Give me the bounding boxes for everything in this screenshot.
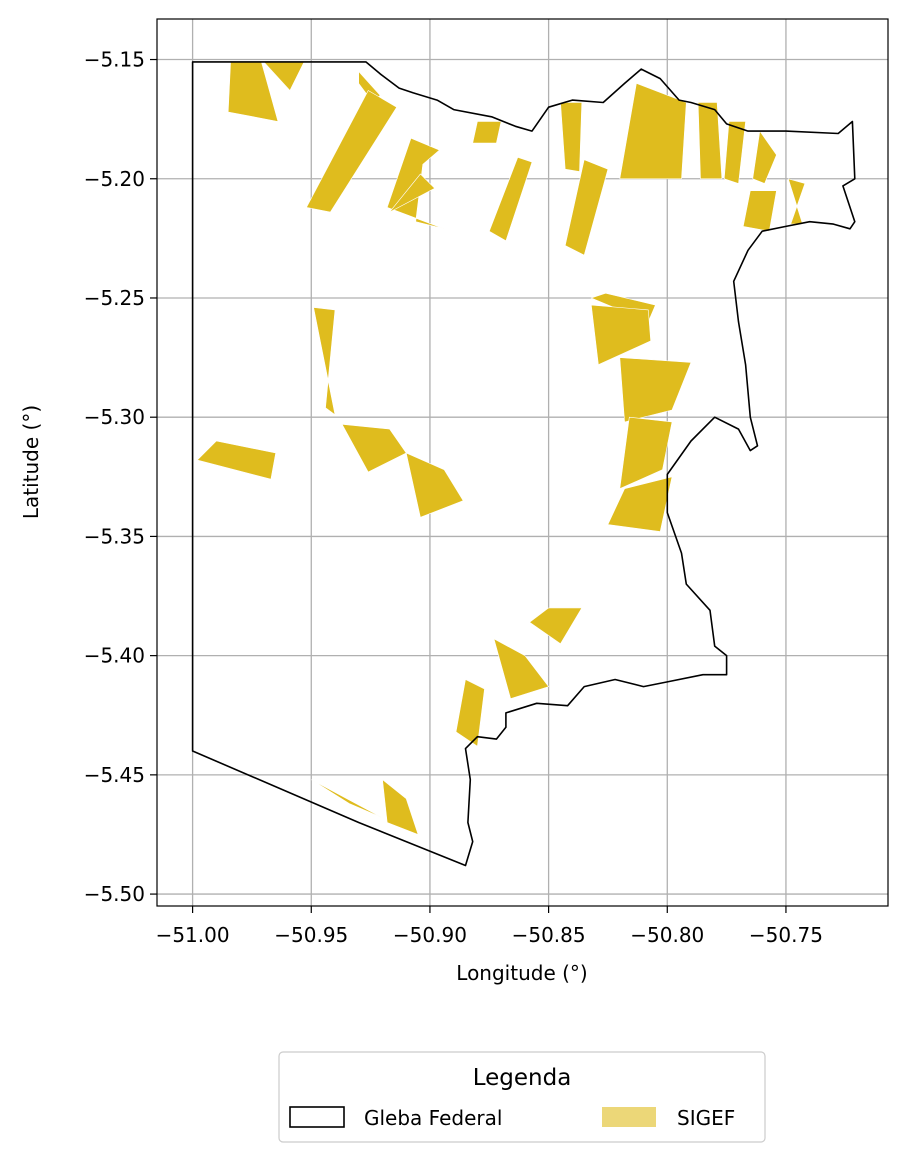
sigef-parcel <box>311 779 383 819</box>
y-tick-label: −5.30 <box>84 405 145 429</box>
sigef-parcel <box>196 440 277 480</box>
sigef-parcel <box>697 102 723 180</box>
legend: Legenda Gleba Federal SIGEF <box>278 1051 766 1143</box>
legend-label-gleba-federal: Gleba Federal <box>364 1106 502 1130</box>
x-axis-label: Longitude (°) <box>456 961 587 985</box>
sigef-parcel <box>619 357 692 423</box>
sigef-parcel <box>472 121 502 144</box>
sigef-parcel <box>607 476 673 532</box>
x-tick-label: −50.85 <box>512 923 586 947</box>
x-tick-label: −50.80 <box>630 923 704 947</box>
y-axis-ticks: −5.15 −5.20 −5.25 −5.30 −5.35 −5.40 −5.45 −5.50 <box>84 48 157 906</box>
grid-lines <box>157 19 888 906</box>
legend-swatch-sigef <box>602 1107 656 1127</box>
gleba-federal-boundary <box>191 61 856 867</box>
y-tick-label: −5.35 <box>84 524 145 548</box>
x-tick-label: −51.00 <box>156 923 230 947</box>
legend-title: Legenda <box>473 1065 572 1091</box>
x-tick-label: −50.95 <box>274 923 348 947</box>
x-tick-label: −50.90 <box>393 923 467 947</box>
x-axis-ticks: −51.00 −50.95 −50.90 −50.85 −50.80 −50.75 <box>156 906 823 947</box>
y-tick-label: −5.40 <box>84 644 145 668</box>
legend-swatch-gleba-federal <box>289 1106 345 1128</box>
sigef-parcel <box>529 607 583 645</box>
sigef-parcel <box>493 638 550 699</box>
sigef-parcel <box>455 679 485 747</box>
sigef-parcel <box>723 121 746 184</box>
sigef-parcel <box>752 130 777 184</box>
y-axis-label: Latitude (°) <box>19 405 43 519</box>
sigef-parcel <box>488 156 533 242</box>
sigef-parcel <box>787 178 806 225</box>
plot-frame <box>156 18 889 907</box>
sigef-parcel <box>313 307 336 416</box>
sigef-parcel <box>564 159 609 256</box>
sigef-parcel <box>619 82 687 180</box>
x-tick-label: −50.75 <box>749 923 823 947</box>
y-tick-label: −5.25 <box>84 286 145 310</box>
sigef-parcels-layer <box>196 61 806 836</box>
y-tick-label: −5.45 <box>84 763 145 787</box>
sigef-parcel <box>619 416 673 490</box>
sigef-parcel <box>742 190 777 232</box>
y-tick-label: −5.50 <box>84 882 145 906</box>
y-tick-label: −5.20 <box>84 167 145 191</box>
sigef-parcel <box>590 304 652 366</box>
y-tick-label: −5.15 <box>84 48 145 72</box>
sigef-parcel <box>560 102 583 172</box>
sigef-parcel <box>382 778 419 836</box>
sigef-parcel <box>405 452 464 518</box>
sigef-parcel <box>389 173 436 213</box>
legend-label-sigef: SIGEF <box>677 1106 735 1130</box>
sigef-parcel <box>306 90 398 213</box>
